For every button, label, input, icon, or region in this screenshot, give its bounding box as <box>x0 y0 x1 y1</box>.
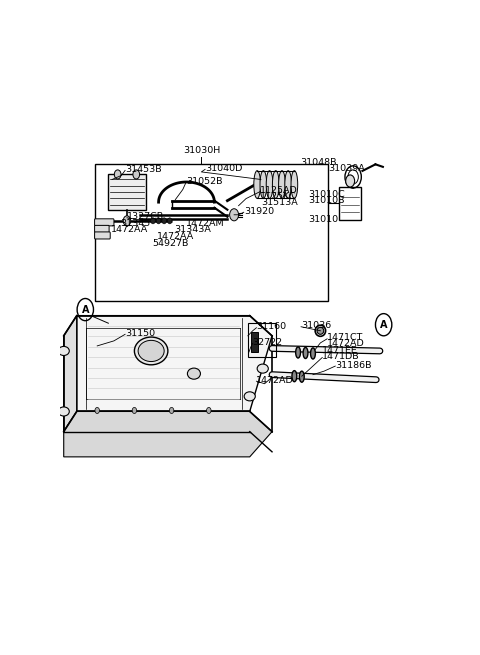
Circle shape <box>132 407 137 413</box>
Text: 1472AA: 1472AA <box>156 232 194 241</box>
Text: 1472AD: 1472AD <box>256 376 294 384</box>
Ellipse shape <box>138 341 164 362</box>
Ellipse shape <box>244 392 255 401</box>
Text: 31010C: 31010C <box>309 189 345 198</box>
Polygon shape <box>64 411 272 457</box>
Text: 31343A: 31343A <box>175 225 212 234</box>
Text: A: A <box>380 320 387 329</box>
Text: 31345: 31345 <box>120 219 151 228</box>
Ellipse shape <box>257 364 268 373</box>
FancyBboxPatch shape <box>95 232 110 239</box>
Ellipse shape <box>296 347 300 358</box>
Circle shape <box>162 218 167 224</box>
Text: 1471DB: 1471DB <box>322 352 360 361</box>
Circle shape <box>156 218 161 224</box>
Text: 1125AD: 1125AD <box>260 186 298 195</box>
Ellipse shape <box>311 348 315 359</box>
Ellipse shape <box>187 368 201 379</box>
Text: 1472AA: 1472AA <box>111 225 149 234</box>
Text: 31160: 31160 <box>256 322 287 331</box>
Text: 1472AM: 1472AM <box>186 219 224 228</box>
Text: 1472AD: 1472AD <box>327 339 365 348</box>
Text: 31039A: 31039A <box>328 164 365 173</box>
FancyBboxPatch shape <box>95 219 114 226</box>
Text: 31010: 31010 <box>309 215 338 224</box>
Ellipse shape <box>273 171 279 198</box>
Text: 31453B: 31453B <box>125 165 162 174</box>
Bar <box>248 323 276 357</box>
Text: 31052B: 31052B <box>186 178 222 187</box>
Circle shape <box>346 175 355 187</box>
Text: 54927B: 54927B <box>152 239 189 248</box>
Text: 1327CB: 1327CB <box>127 212 164 221</box>
Ellipse shape <box>292 371 297 382</box>
Ellipse shape <box>260 171 267 198</box>
Circle shape <box>95 407 99 413</box>
Ellipse shape <box>266 171 273 198</box>
Polygon shape <box>77 316 272 411</box>
Text: 31030H: 31030H <box>183 146 220 155</box>
FancyBboxPatch shape <box>95 225 109 233</box>
Circle shape <box>206 407 211 413</box>
Circle shape <box>168 218 172 224</box>
Text: 31010B: 31010B <box>309 196 345 204</box>
Bar <box>251 332 258 352</box>
Ellipse shape <box>291 171 298 198</box>
Bar <box>339 187 361 220</box>
Ellipse shape <box>300 371 304 383</box>
Ellipse shape <box>317 328 324 334</box>
Text: 31036: 31036 <box>301 321 331 330</box>
Text: 31513A: 31513A <box>261 198 298 207</box>
Bar <box>96 164 328 301</box>
Circle shape <box>229 209 239 221</box>
Text: 1471CT: 1471CT <box>327 333 363 343</box>
Circle shape <box>151 218 155 224</box>
Text: 31920: 31920 <box>244 207 274 215</box>
Text: 31048B: 31048B <box>300 159 336 167</box>
Bar <box>108 174 145 210</box>
Ellipse shape <box>58 407 69 416</box>
Ellipse shape <box>278 171 285 198</box>
Circle shape <box>114 170 121 179</box>
Ellipse shape <box>58 346 69 356</box>
Text: 1125KC: 1125KC <box>260 192 296 201</box>
Polygon shape <box>64 316 77 432</box>
Circle shape <box>123 215 131 226</box>
Text: 31150: 31150 <box>125 329 155 338</box>
Ellipse shape <box>134 337 168 365</box>
Text: 1471EE: 1471EE <box>322 346 358 355</box>
Text: 31040D: 31040D <box>205 164 242 173</box>
Text: 31186B: 31186B <box>335 360 372 369</box>
Text: A: A <box>82 305 89 314</box>
Circle shape <box>133 170 140 179</box>
Text: 32722: 32722 <box>252 338 283 347</box>
Ellipse shape <box>303 347 308 358</box>
Ellipse shape <box>254 171 261 198</box>
Ellipse shape <box>285 171 291 198</box>
Circle shape <box>169 407 174 413</box>
